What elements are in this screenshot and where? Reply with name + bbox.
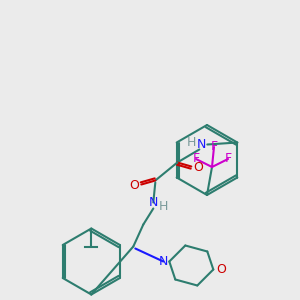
Text: H: H: [187, 136, 196, 149]
Text: H: H: [159, 200, 168, 213]
Text: F: F: [210, 140, 218, 154]
Text: O: O: [216, 263, 226, 276]
Text: O: O: [129, 179, 139, 192]
Text: O: O: [194, 161, 203, 174]
Text: F: F: [224, 152, 232, 166]
Text: N: N: [148, 196, 158, 209]
Text: N: N: [159, 255, 168, 268]
Text: N: N: [196, 138, 206, 151]
Text: F: F: [192, 152, 200, 166]
